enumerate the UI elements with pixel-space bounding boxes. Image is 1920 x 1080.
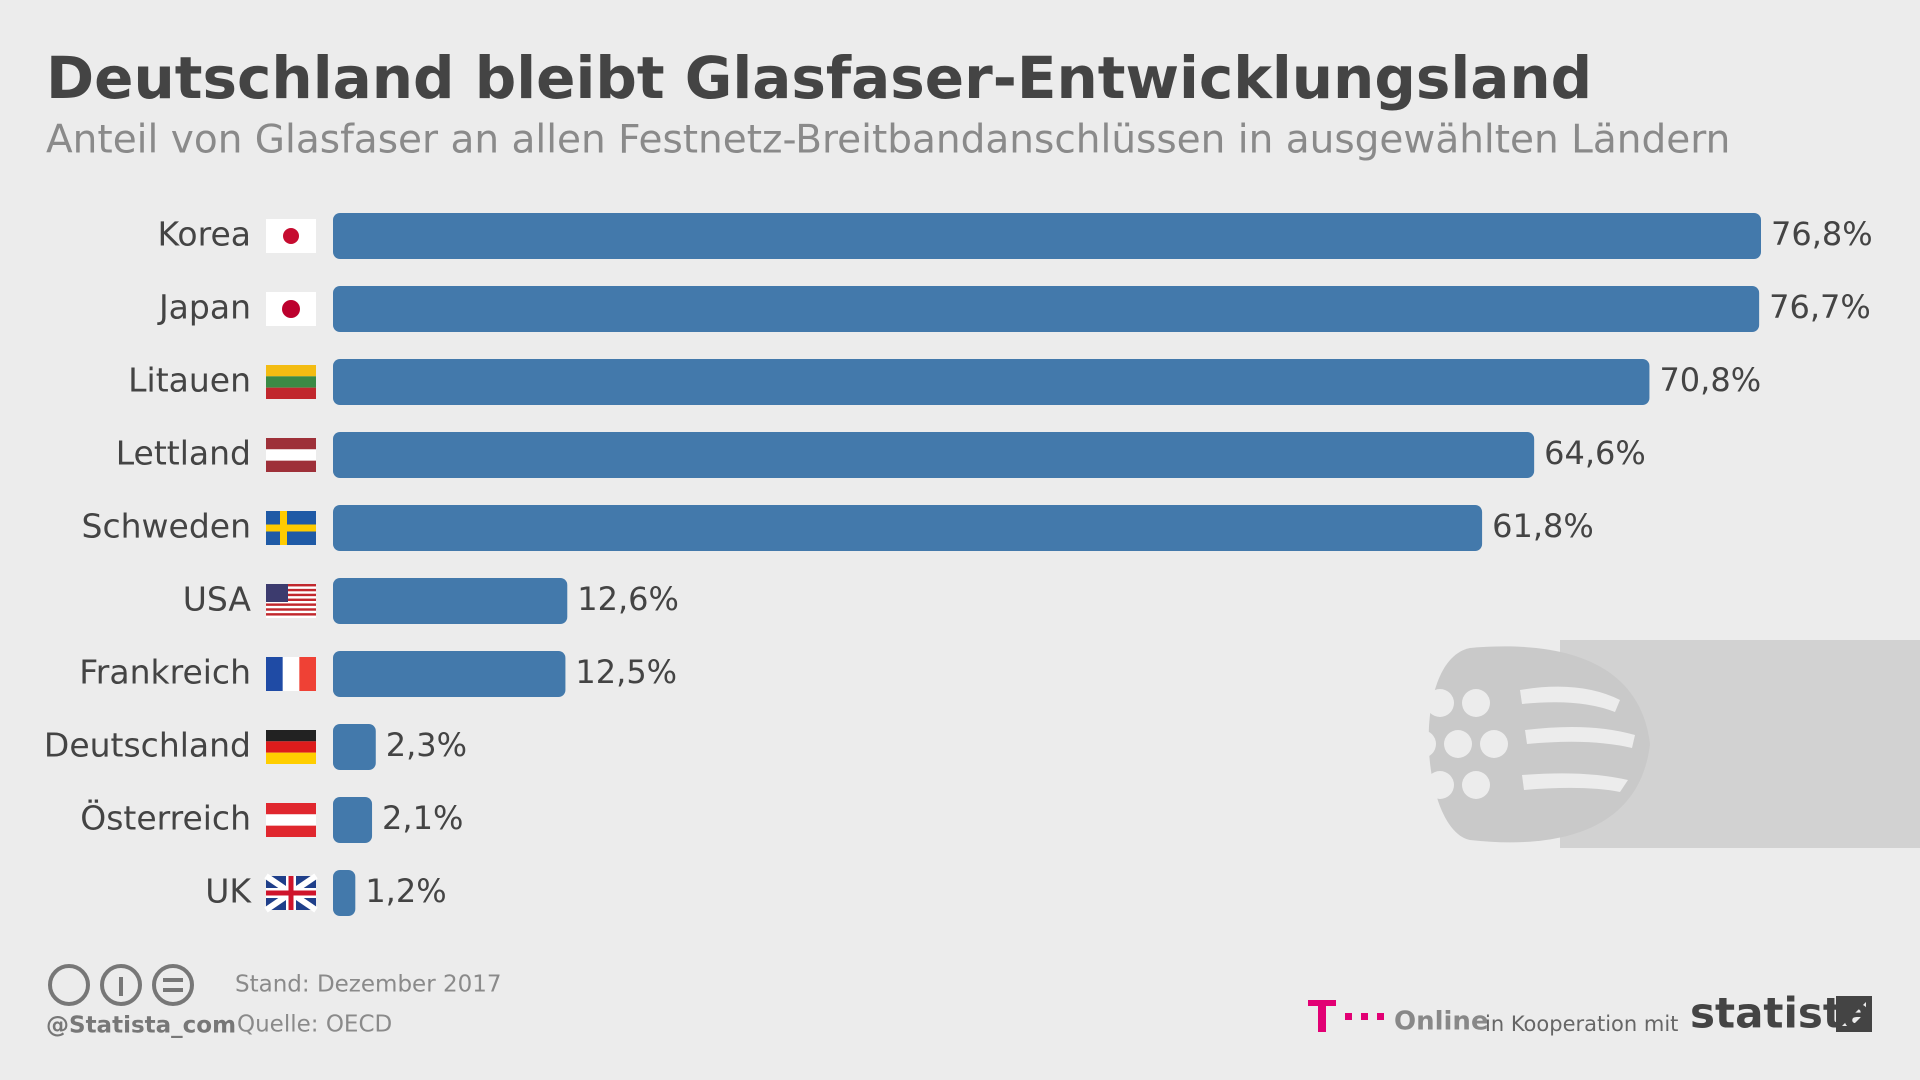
value-label: 70,8%	[1659, 361, 1761, 399]
value-label: 12,6%	[577, 580, 679, 618]
bar	[333, 359, 1650, 405]
flag	[266, 511, 316, 545]
chart-title: Deutschland bleibt Glasfaser-Entwicklung…	[46, 44, 1592, 112]
category-label: Frankreich	[79, 653, 251, 692]
flag-cross	[266, 876, 316, 910]
cable-icon	[1408, 640, 1920, 848]
flag-stripe	[266, 752, 316, 764]
flag	[266, 730, 316, 764]
flag-stripe	[266, 584, 316, 587]
value-label: 1,2%	[365, 872, 446, 910]
handle: @Statista_com	[46, 1013, 236, 1039]
flag-stripe	[266, 365, 316, 377]
cc-icons	[48, 964, 194, 1006]
category-label: USA	[183, 580, 252, 619]
flag	[266, 292, 316, 326]
value-label: 2,1%	[382, 799, 463, 837]
flag-stripe	[266, 438, 316, 450]
category-label: Litauen	[128, 361, 251, 400]
bar	[333, 651, 566, 697]
flag	[266, 365, 316, 399]
flag	[266, 657, 316, 691]
bar	[333, 432, 1535, 478]
flag	[266, 803, 316, 837]
flag-stripe	[266, 387, 316, 399]
brand-icon	[1836, 996, 1872, 1032]
flag-cross	[266, 524, 316, 532]
flag-stripe	[266, 598, 316, 601]
flag	[264, 873, 318, 913]
flag-stripe	[266, 603, 316, 606]
category-label: Österreich	[80, 798, 251, 838]
flag	[266, 584, 316, 618]
flag-stripe	[266, 657, 283, 691]
flag-stripe	[266, 588, 316, 592]
flag-stripe	[266, 741, 316, 753]
flag-canton	[266, 584, 288, 602]
value-label: 2,3%	[386, 726, 467, 764]
flag-stripe	[266, 608, 316, 611]
category-label: Lettland	[116, 434, 251, 473]
flag-stripe	[266, 825, 316, 837]
cooperation: in Kooperation mit	[1485, 1012, 1678, 1036]
flag-stripe	[266, 376, 316, 388]
flag-emblem	[282, 300, 300, 318]
flag-stripe	[266, 730, 316, 742]
flag	[266, 219, 316, 253]
bar	[333, 505, 1483, 551]
bar	[333, 870, 356, 916]
chart-subtitle: Anteil von Glasfaser an allen Festnetz-B…	[46, 118, 1730, 163]
flag-stripe	[266, 449, 316, 461]
partner: Online	[1394, 1007, 1489, 1037]
bar	[333, 286, 1760, 332]
category-label: Deutschland	[44, 726, 251, 765]
flag-stripe	[266, 803, 316, 815]
date: Stand: Dezember 2017	[235, 972, 502, 998]
category-label: Schweden	[82, 507, 251, 546]
value-label: 64,6%	[1544, 434, 1646, 472]
flag-stripe	[266, 814, 316, 826]
bar	[333, 724, 376, 770]
flag-emblem	[283, 228, 299, 244]
footer: @Statista_com Stand: Dezember 2017 Quell…	[46, 964, 1872, 1039]
flag-stripe	[266, 593, 316, 597]
value-label: 12,5%	[575, 653, 677, 691]
value-label: 76,7%	[1769, 288, 1871, 326]
bar	[333, 213, 1761, 259]
telekom-logo	[1308, 1000, 1384, 1032]
source: Quelle: OECD	[237, 1012, 392, 1038]
flag-stripe	[299, 657, 316, 691]
bar	[333, 578, 568, 624]
value-label: 76,8%	[1771, 215, 1873, 253]
category-label: Korea	[157, 215, 251, 254]
category-label: Japan	[157, 288, 251, 327]
value-label: 61,8%	[1492, 507, 1594, 545]
bar	[333, 797, 373, 843]
category-label: UK	[205, 872, 252, 911]
flag	[266, 438, 316, 472]
flag-stripe	[266, 613, 316, 616]
flag-stripe	[266, 460, 316, 472]
